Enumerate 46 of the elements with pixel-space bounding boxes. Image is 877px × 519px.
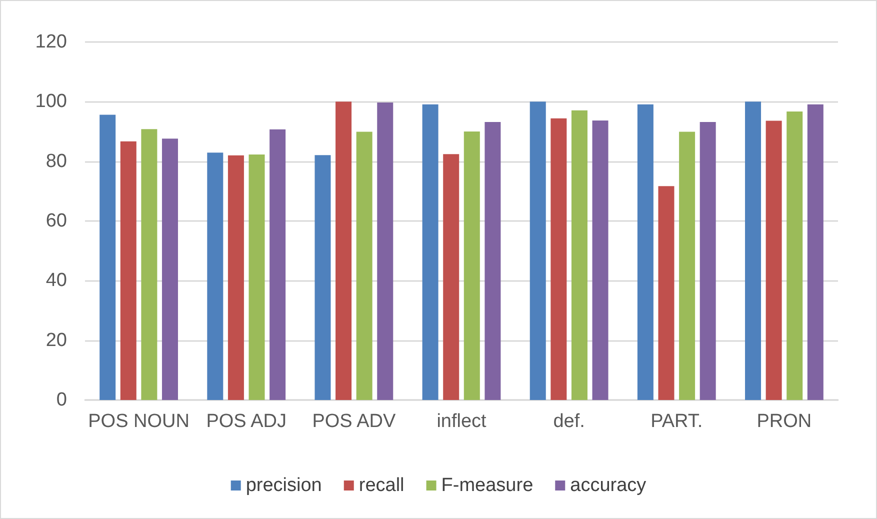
bar: [592, 120, 608, 400]
bar: [336, 102, 352, 400]
bar: [700, 122, 716, 400]
legend-label: accuracy: [570, 475, 647, 496]
x-tick-label: POS ADJ: [206, 411, 286, 432]
bar: [377, 102, 394, 400]
legend-label: precision: [246, 475, 322, 496]
x-tick-label: PRON: [756, 411, 812, 432]
bar: [679, 132, 696, 400]
bar: [141, 129, 158, 400]
bar: [637, 104, 654, 400]
bar: [464, 132, 480, 400]
bar: [228, 155, 244, 400]
bar: [314, 155, 331, 400]
y-tick-label: 80: [46, 150, 67, 172]
legend-label: F-measure: [441, 475, 534, 496]
bar: [766, 120, 782, 400]
bar: [786, 112, 803, 400]
x-tick-label: POS ADV: [312, 411, 396, 432]
bar: [100, 114, 116, 400]
bar: [807, 104, 824, 400]
bar: [356, 132, 372, 400]
y-tick-label: 40: [46, 270, 67, 292]
bar: [120, 141, 136, 400]
bar: [248, 154, 265, 400]
bar: [571, 110, 588, 400]
y-tick-label: 0: [56, 390, 67, 410]
bar: [530, 102, 546, 400]
x-tick-label: inflect: [436, 411, 488, 432]
bar: [270, 129, 286, 400]
y-tick-label: 60: [46, 210, 67, 232]
bar: [745, 102, 762, 400]
x-tick-label: def.: [553, 411, 585, 432]
bar: [484, 122, 501, 400]
bar: [443, 154, 460, 400]
x-tick-label: POS NOUN: [88, 411, 190, 432]
y-tick-label: 100: [35, 91, 67, 112]
x-tick-label: PART.: [650, 411, 703, 432]
y-tick-label: 20: [46, 330, 67, 351]
legend-label: recall: [358, 475, 404, 496]
bar: [207, 152, 224, 400]
bar: [422, 104, 438, 400]
bar: [162, 138, 178, 400]
bar: [658, 186, 674, 400]
bar: [550, 118, 567, 400]
y-tick-label: 120: [35, 32, 67, 52]
